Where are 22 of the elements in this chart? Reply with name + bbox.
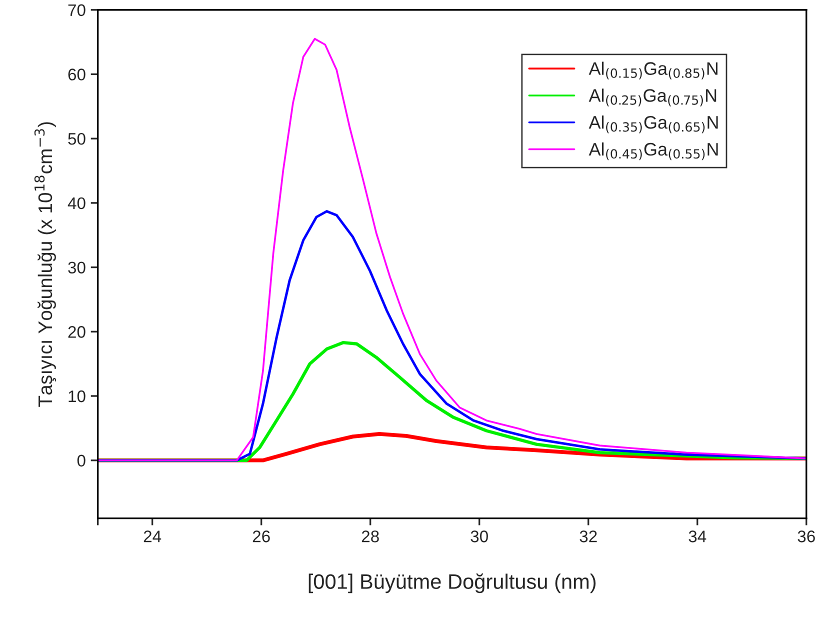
x-tick-label: 36 [798, 530, 815, 542]
y-tick-label: 0 [77, 454, 86, 467]
legend-label: Al$_{(0.25)}$Ga$_{(0.75)}$N [588, 88, 716, 106]
x-tick-label: 32 [580, 530, 597, 542]
x-tick-label: 26 [252, 530, 270, 542]
x-tick-label: 28 [362, 530, 379, 542]
legend-label: Al$_{(0.45)}$Ga$_{(0.55)}$N [588, 142, 718, 160]
y-axis-title: Taşıyıcı Yoğunluğu (x 10$^{18}$cm$^{−3}$) [34, 122, 56, 407]
line-series [98, 38, 806, 462]
x-tick-label: 34 [688, 530, 706, 542]
y-tick-label: 20 [68, 326, 86, 338]
y-tick-label: 60 [68, 68, 86, 80]
y-tick-label: 50 [68, 132, 86, 145]
y-tick-label: 40 [68, 197, 86, 210]
y-tick-label: 70 [68, 4, 86, 16]
legend-label: Al$_{(0.35)}$Ga$_{(0.65)}$N [588, 116, 718, 134]
y-tick-label: 10 [68, 390, 86, 402]
x-tick-label: 24 [144, 530, 162, 542]
x-axis-title: [001] Büyütme Doğrultusu (nm) [308, 573, 596, 594]
y-tick-label: 30 [68, 262, 86, 274]
legend-label: Al$_{(0.15)}$Ga$_{(0.85)}$N [588, 62, 718, 80]
x-tick-label: 30 [470, 530, 488, 542]
